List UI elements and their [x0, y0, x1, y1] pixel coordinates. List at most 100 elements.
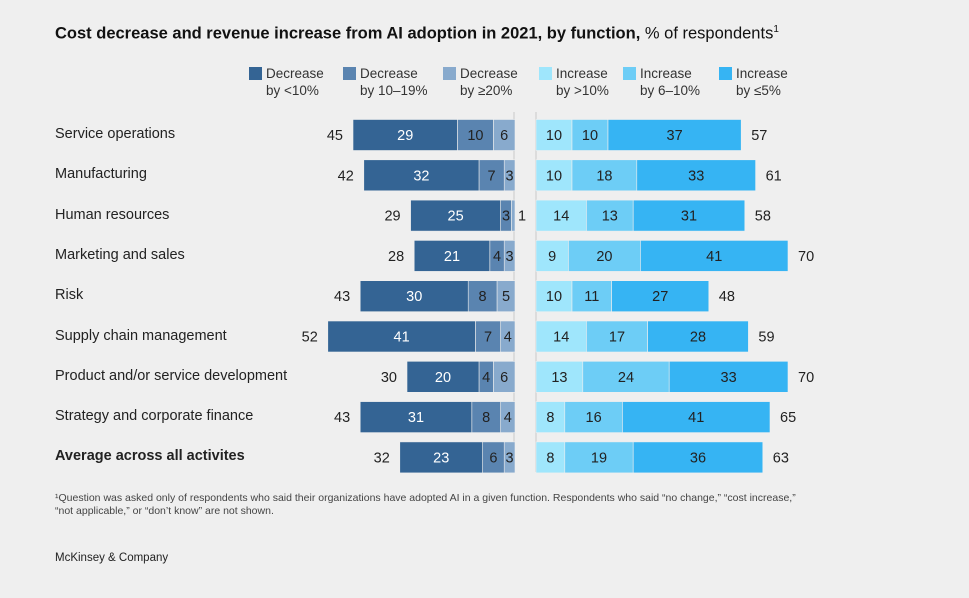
- bar-segment-decrease: [471, 401, 501, 433]
- bar-segment-increase: [636, 159, 756, 192]
- category-label: Manufacturing: [55, 166, 147, 183]
- bar-segment-increase: [622, 401, 771, 433]
- data-label: 14: [553, 330, 569, 346]
- data-label: 8: [546, 450, 554, 466]
- data-label: 6: [489, 450, 497, 466]
- data-label: 11: [584, 289, 599, 305]
- bar-segment-increase: [535, 360, 584, 393]
- total-label-decrease: 42: [338, 168, 354, 184]
- data-label: 24: [618, 370, 634, 386]
- bar-segment-decrease: [410, 199, 501, 232]
- data-label: 5: [502, 289, 510, 305]
- data-label: 6: [500, 370, 508, 386]
- bar-segment-increase: [535, 199, 587, 232]
- bar-segment-increase: [535, 401, 566, 433]
- category-label: Risk: [55, 287, 84, 304]
- data-label: 10: [467, 128, 483, 144]
- data-label: 25: [448, 209, 464, 225]
- total-label-increase: 61: [766, 168, 782, 184]
- chart-title: Cost decrease and revenue increase from …: [55, 24, 779, 43]
- bar-segment-decrease: [363, 159, 480, 192]
- total-label-decrease: 32: [374, 450, 390, 466]
- data-label: 17: [609, 330, 625, 346]
- data-label: 32: [413, 168, 429, 184]
- bar-segment-increase: [582, 360, 670, 393]
- data-label: 30: [406, 289, 422, 305]
- legend-swatch: [623, 67, 636, 80]
- category-label: Human resources: [55, 206, 170, 223]
- total-label-increase: 63: [773, 450, 789, 466]
- data-label: 20: [596, 249, 612, 265]
- category-label: Service operations: [55, 126, 176, 142]
- bar-segment-increase: [571, 280, 612, 313]
- bar-segment-increase: [535, 441, 566, 474]
- data-label: 3: [506, 450, 514, 466]
- bar-segment-increase: [586, 199, 634, 232]
- data-label: 41: [688, 410, 704, 426]
- legend-label: Decrease by ≥20%: [460, 66, 518, 98]
- data-label: 4: [493, 249, 501, 265]
- bar-segment-decrease: [399, 441, 483, 474]
- data-label: 19: [591, 450, 607, 466]
- brand-logo-text: McKinsey & Company: [55, 552, 169, 564]
- bar-segment-increase: [607, 119, 742, 151]
- data-label: 3: [502, 209, 510, 225]
- total-label-decrease: 52: [302, 330, 318, 346]
- data-label: 8: [479, 289, 487, 305]
- data-label: 10: [546, 168, 562, 184]
- data-label: 3: [506, 168, 514, 184]
- bar-segment-increase: [632, 199, 746, 232]
- category-label: Marketing and sales: [55, 246, 185, 263]
- data-label: 8: [482, 410, 490, 426]
- data-label: 21: [444, 249, 460, 265]
- bar-segment-decrease: [352, 119, 458, 151]
- data-label: 37: [667, 128, 683, 144]
- total-label-increase: 65: [780, 410, 796, 426]
- bar-segment-increase: [535, 320, 587, 353]
- total-label-increase: 59: [758, 330, 774, 346]
- data-label: 10: [546, 289, 562, 305]
- legend-label: Increase by ≤5%: [736, 66, 788, 98]
- bar-segment-decrease: [327, 320, 476, 353]
- total-label-decrease: 30: [381, 370, 397, 386]
- legend-item: Decrease by ≥20%: [443, 65, 518, 99]
- legend-label: Increase by 6–10%: [640, 66, 701, 98]
- data-label: 8: [546, 410, 554, 426]
- data-label: 14: [553, 209, 569, 225]
- data-label: 10: [582, 128, 598, 144]
- bar-segment-increase: [571, 119, 609, 151]
- category-label: Average across all activites: [55, 448, 245, 465]
- data-label: 31: [681, 209, 697, 225]
- data-label: 13: [602, 209, 618, 225]
- legend-item: Decrease by <10%: [249, 65, 324, 99]
- bar-segment-increase: [535, 159, 573, 192]
- total-label-increase: 48: [719, 289, 735, 305]
- legend-item: Decrease by 10–19%: [343, 65, 428, 99]
- legend-label: Increase by >10%: [556, 66, 609, 98]
- bar-segment-decrease: [475, 320, 501, 353]
- data-label: 28: [690, 330, 706, 346]
- data-label: 13: [551, 370, 567, 386]
- bar-segment-increase: [647, 320, 749, 353]
- bar-segment-increase: [611, 280, 710, 313]
- data-label: 20: [435, 370, 451, 386]
- category-label: Product and/or service development: [55, 367, 288, 384]
- total-label-increase: 70: [798, 249, 814, 265]
- legend-swatch: [343, 67, 356, 80]
- data-label: 4: [504, 410, 512, 426]
- total-label-increase: 58: [755, 209, 771, 225]
- data-label: 18: [596, 168, 612, 184]
- legend-label: Decrease by <10%: [266, 66, 324, 98]
- bar-segment-decrease: [467, 280, 498, 313]
- data-label: 33: [688, 168, 704, 184]
- bar-segment-decrease: [413, 240, 491, 272]
- total-label-decrease: 28: [388, 249, 404, 265]
- category-label: Supply chain management: [55, 327, 227, 344]
- bar-segment-increase: [535, 119, 573, 151]
- total-label-decrease: 43: [334, 289, 350, 305]
- total-label-decrease: 45: [327, 128, 343, 144]
- data-label: 1: [518, 209, 526, 225]
- legend-swatch: [443, 67, 456, 80]
